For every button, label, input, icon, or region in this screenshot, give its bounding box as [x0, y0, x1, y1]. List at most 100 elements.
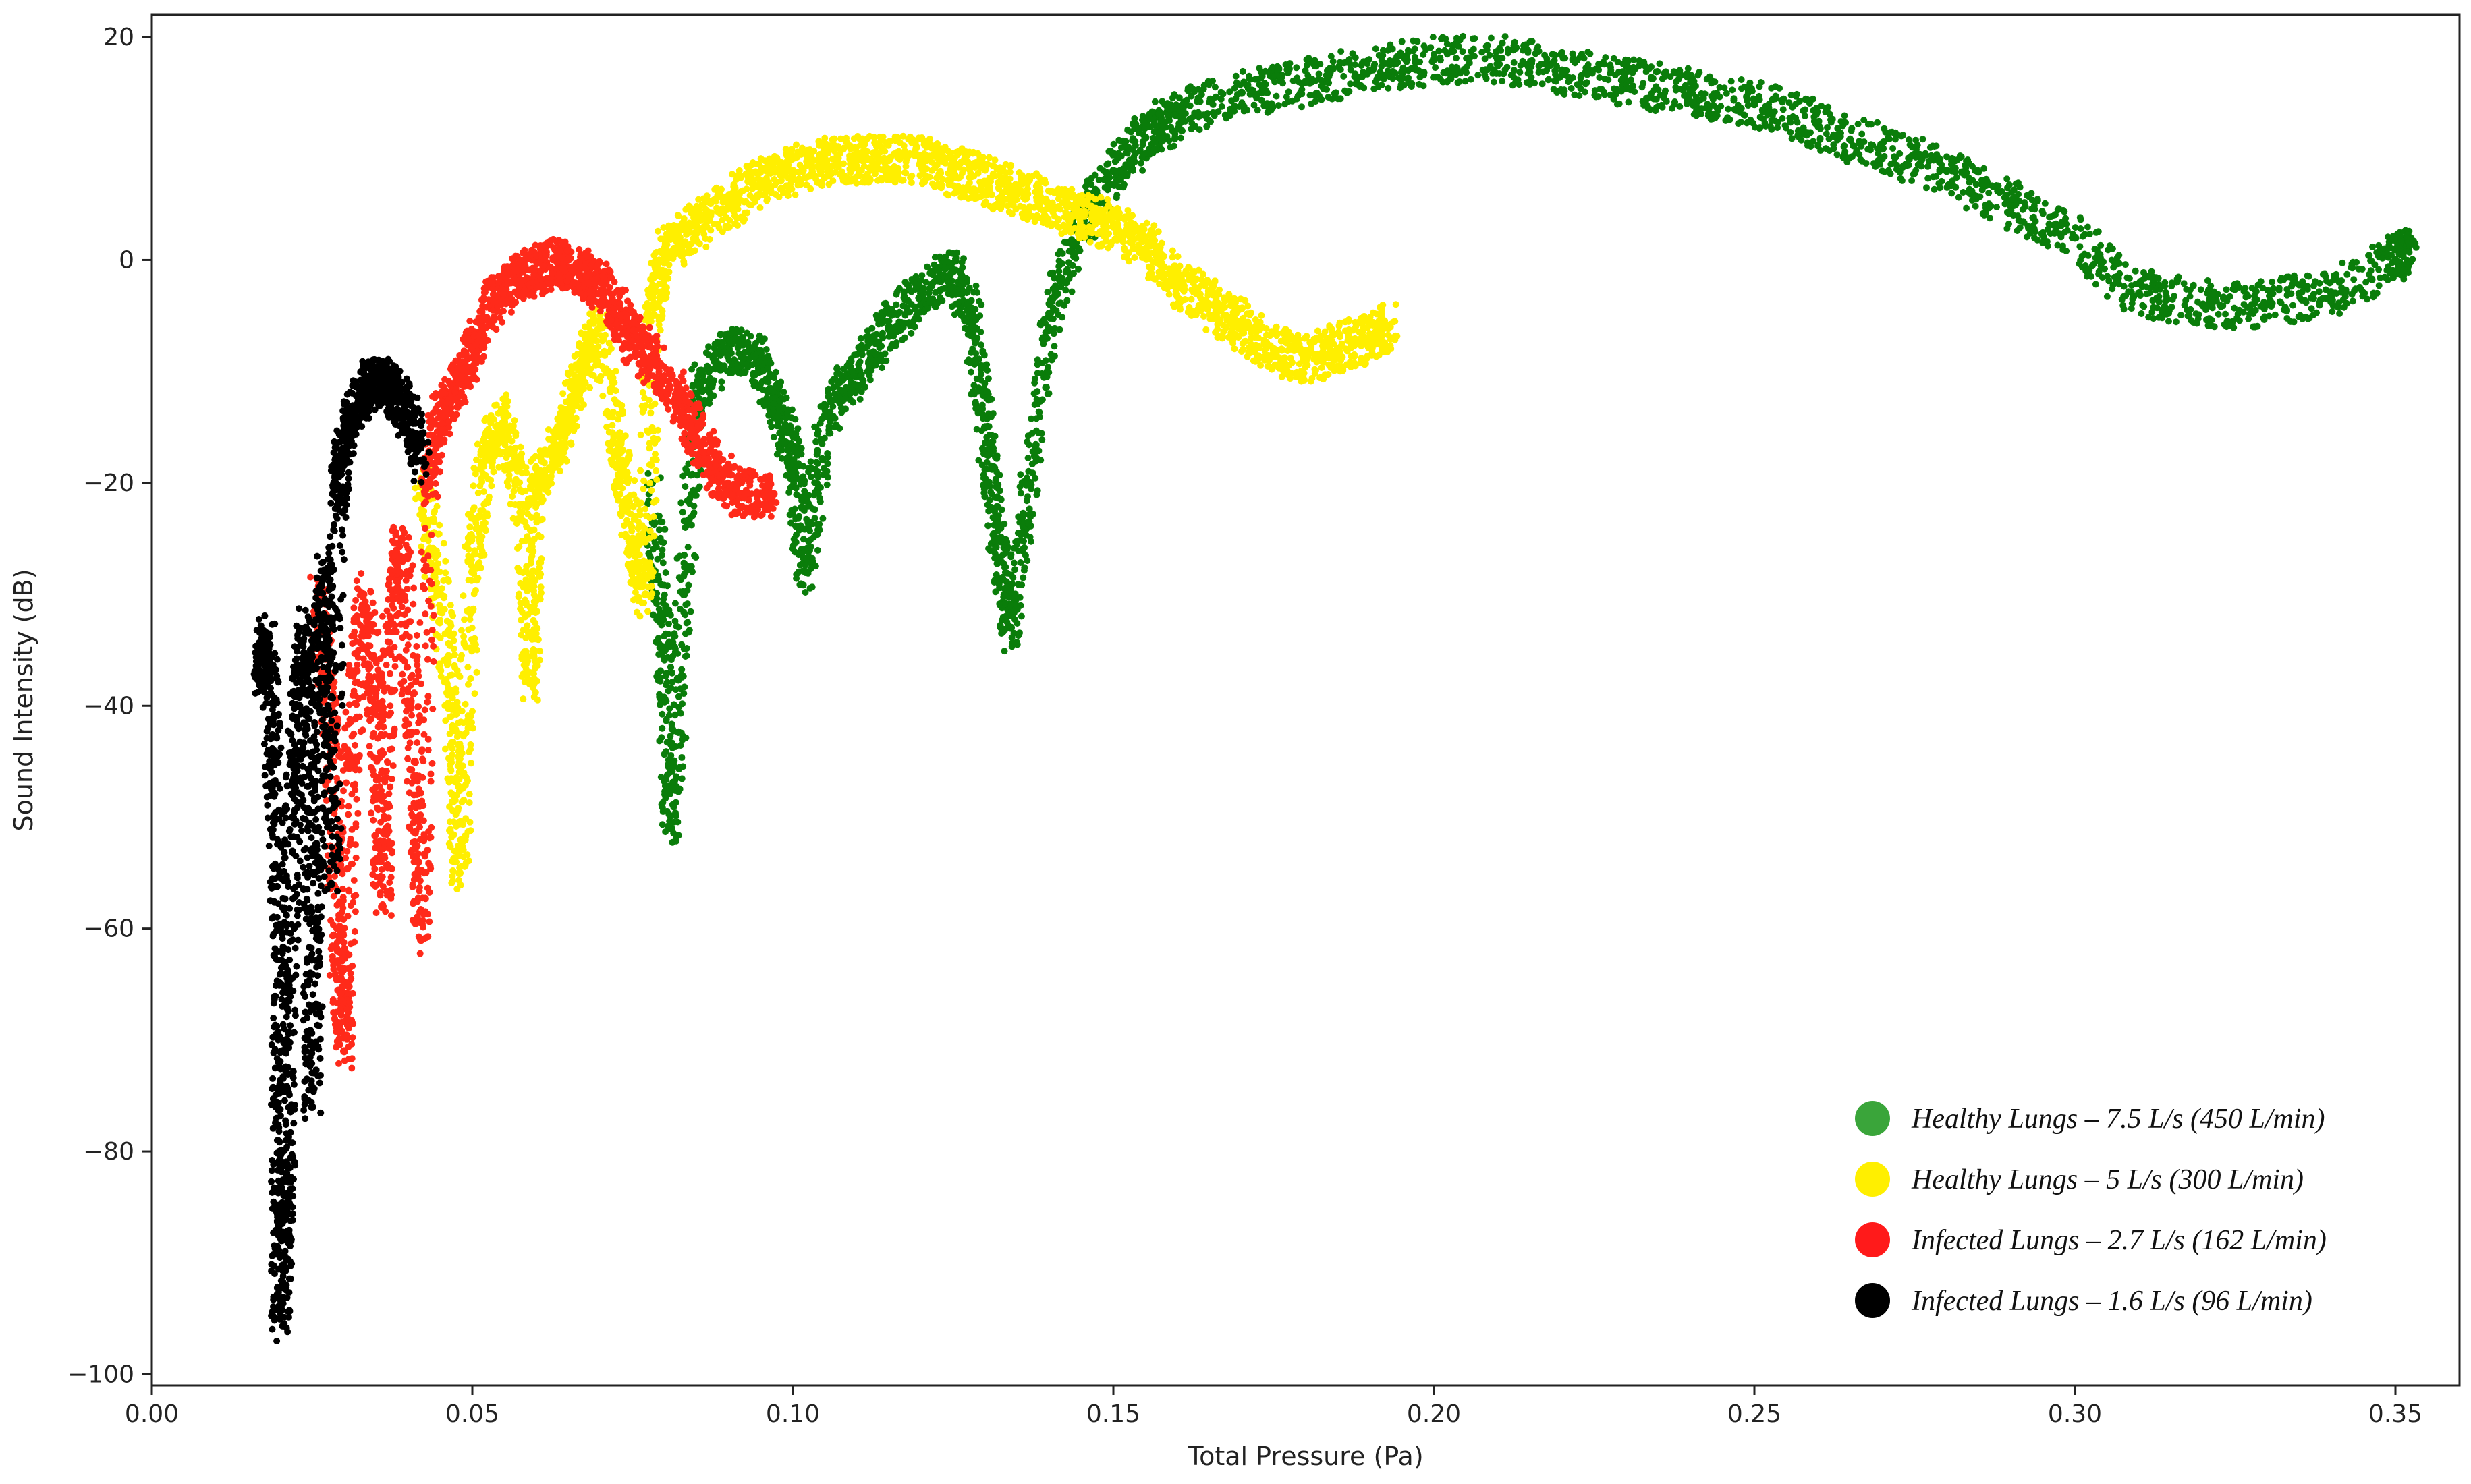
- scatter-dot: [444, 775, 451, 782]
- scatter-dot: [782, 415, 789, 422]
- scatter-dot: [718, 384, 725, 392]
- scatter-dot: [2001, 194, 2008, 201]
- scatter-dot: [2297, 281, 2304, 289]
- scatter-dot: [1779, 106, 1787, 113]
- scatter-dot: [463, 774, 470, 781]
- scatter-dot: [1332, 89, 1339, 96]
- scatter-dot: [878, 343, 885, 350]
- scatter-dot: [1395, 74, 1403, 82]
- scatter-dot: [471, 690, 478, 697]
- scatter-dot: [825, 391, 833, 399]
- scatter-dot: [767, 372, 774, 378]
- scatter-dot: [480, 488, 488, 495]
- scatter-dot: [759, 397, 767, 405]
- y-tick-label: −20: [83, 469, 134, 497]
- scatter-dot: [879, 334, 887, 341]
- scatter-dot: [872, 362, 879, 369]
- scatter-dot: [1803, 132, 1810, 139]
- scatter-dot: [662, 795, 669, 802]
- scatter-dot: [874, 315, 881, 322]
- scatter-dot: [1005, 621, 1012, 629]
- scatter-dot: [1397, 81, 1405, 88]
- scatter-dot: [1561, 86, 1568, 94]
- scatter-dot: [476, 465, 484, 472]
- scatter-dot: [2061, 208, 2068, 215]
- scatter-dot: [776, 382, 783, 390]
- scatter-dot: [758, 338, 766, 345]
- scatter-dot: [661, 695, 669, 702]
- scatter-dot: [665, 756, 672, 764]
- scatter-dot: [1053, 285, 1060, 292]
- scatter-dot: [2126, 275, 2133, 282]
- scatter-dot: [1171, 134, 1179, 141]
- scatter-dot: [796, 561, 804, 569]
- scatter-dot: [868, 324, 876, 332]
- scatter-dot: [689, 382, 696, 390]
- scatter-dot: [885, 305, 892, 312]
- scatter-dot: [488, 482, 495, 490]
- scatter-dot: [1734, 101, 1742, 109]
- scatter-dot: [532, 665, 538, 673]
- scatter-dot: [2290, 318, 2298, 326]
- scatter-dot: [451, 664, 459, 671]
- scatter-dot: [1372, 78, 1379, 86]
- scatter-dot: [1738, 76, 1745, 83]
- scatter-dot: [665, 687, 672, 695]
- scatter-dot: [1509, 47, 1517, 54]
- scatter-dot: [1703, 76, 1711, 83]
- scatter-dot: [852, 389, 859, 397]
- scatter-dot: [2205, 286, 2212, 293]
- scatter-dot: [2323, 277, 2330, 285]
- scatter-dot: [478, 478, 486, 486]
- scatter-dot: [2125, 288, 2132, 295]
- scatter-dot: [931, 261, 938, 268]
- scatter-dot: [866, 355, 874, 362]
- scatter-dot: [806, 527, 813, 534]
- scatter-dot: [1308, 100, 1315, 107]
- scatter-dot: [2140, 303, 2148, 310]
- scatter-dot: [964, 331, 972, 338]
- scatter-dot: [476, 539, 484, 546]
- scatter-dot: [673, 623, 680, 630]
- scatter-dot: [2298, 289, 2306, 296]
- scatter-dot: [1452, 65, 1460, 73]
- scatter-dot: [1113, 194, 1120, 201]
- scatter-dot: [661, 591, 668, 598]
- scatter-dot: [441, 592, 448, 600]
- scatter-dot: [2269, 278, 2276, 285]
- scatter-dot: [2019, 206, 2026, 213]
- scatter-dot: [800, 581, 807, 589]
- scatter-dot: [468, 719, 475, 726]
- scatter-dot: [1188, 92, 1195, 100]
- scatter-dot: [803, 555, 810, 563]
- scatter-dot: [1032, 440, 1039, 448]
- scatter-dot: [814, 546, 821, 554]
- scatter-dot: [518, 488, 525, 495]
- scatter-dot: [1159, 127, 1166, 134]
- scatter-dot: [1001, 520, 1008, 527]
- scatter-dot: [477, 507, 484, 515]
- scatter-dot: [1186, 115, 1194, 123]
- scatter-dot: [2337, 278, 2343, 285]
- scatter-dot: [1748, 88, 1756, 95]
- scatter-dot: [1023, 482, 1030, 489]
- scatter-dot: [774, 413, 781, 420]
- scatter-dot: [655, 526, 663, 534]
- scatter-dot: [814, 526, 821, 534]
- scatter-dot: [2059, 246, 2067, 253]
- scatter-dot: [1931, 186, 1938, 193]
- scatter-dot: [1025, 467, 1032, 475]
- scatter-dot: [2084, 273, 2090, 280]
- scatter-dot: [532, 647, 539, 654]
- scatter-dot: [483, 510, 491, 517]
- scatter-dot: [1040, 340, 1047, 347]
- scatter-dot: [1103, 185, 1111, 192]
- scatter-dot: [762, 346, 770, 353]
- scatter-dot: [2169, 295, 2176, 303]
- scatter-dot: [1014, 620, 1021, 627]
- scatter-dot: [1031, 401, 1038, 408]
- y-tick-label: −60: [83, 915, 134, 943]
- scatter-dot: [1051, 352, 1058, 360]
- scatter-dot: [470, 464, 478, 472]
